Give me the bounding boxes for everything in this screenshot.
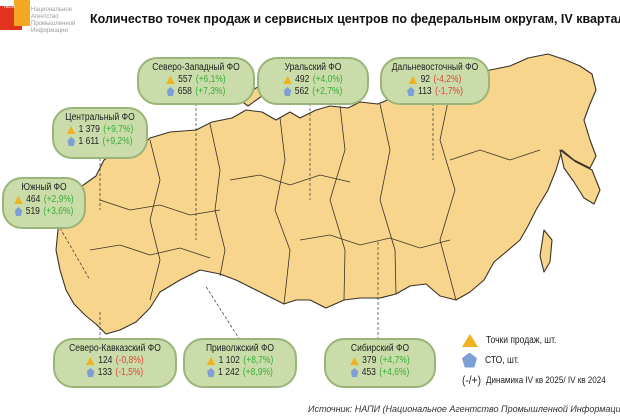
bubble-southern: Южный ФО 464 (+2,9%) 519 (+3,6%) — [2, 177, 86, 229]
napi-logo: НАПИ Национальное Агентство Промышленной… — [0, 0, 90, 40]
sales-triangle-icon — [206, 356, 216, 365]
bubble-central: Центральный ФО 1 379 (+9,7%) 1 611 (+9,2%) — [52, 107, 148, 159]
service-pentagon-icon — [67, 137, 76, 146]
legend-sales: Точки продаж, шт. — [462, 330, 620, 350]
district-border — [99, 199, 221, 216]
leader-line — [204, 284, 241, 341]
service-pentagon-icon — [462, 352, 477, 368]
district-border — [89, 244, 211, 259]
leader-line — [59, 227, 91, 281]
bubble-far-eastern: Дальневосточный ФО 92 (-4,2%) 113 (-1,7%) — [380, 57, 490, 105]
district-border — [379, 103, 397, 295]
district-border — [209, 123, 226, 277]
map-sakhalin — [539, 229, 553, 273]
sales-triangle-icon — [86, 356, 95, 365]
service-pentagon-icon — [86, 368, 95, 377]
sales-triangle-icon — [408, 75, 418, 84]
bubble-volga: Приволжский ФО 1 102 (+8,7%) 1 242 (+8,9%) — [183, 338, 297, 388]
service-pentagon-icon — [407, 87, 415, 96]
sales-triangle-icon — [66, 125, 76, 134]
district-border — [274, 117, 291, 305]
service-pentagon-icon — [166, 87, 175, 96]
page-title: Количество точек продаж и сервисных цент… — [90, 12, 620, 26]
legend: Точки продаж, шт. СТО, шт. (-/+) Динамик… — [462, 330, 620, 390]
district-border — [229, 174, 351, 186]
bubble-ural: Уральский ФО 492 (+4,0%) 562 (+2,7%) — [257, 57, 369, 105]
service-pentagon-icon — [14, 207, 23, 216]
district-border — [299, 234, 451, 249]
district-border — [149, 139, 161, 301]
map-kamchatka — [559, 149, 601, 205]
sales-triangle-icon — [14, 195, 23, 204]
map-mainland — [55, 53, 597, 335]
service-pentagon-icon — [283, 87, 292, 96]
legend-service: СТО, шт. — [462, 350, 620, 370]
service-pentagon-icon — [207, 368, 215, 377]
service-pentagon-icon — [350, 368, 359, 377]
bubble-siberian: Сибирский ФО 379 (+4,7%) 453 (+4,6%) — [324, 338, 436, 388]
source-note: Источник: НАПИ (Национальное Агентство П… — [308, 404, 620, 414]
logo-orange-block — [14, 0, 30, 26]
bubble-northwestern: Северо-Западный ФО 557 (+6,1%) 658 (+7,3%) — [137, 57, 255, 105]
sales-triangle-icon — [350, 356, 359, 365]
district-border — [449, 149, 541, 161]
dynamics-marker: (-/+) — [462, 373, 481, 387]
sales-triangle-icon — [166, 75, 175, 84]
sales-triangle-icon — [462, 333, 478, 347]
logo-text: Национальное Агентство Промышленной Инфо… — [31, 7, 76, 34]
logo-mark: НАПИ — [4, 4, 16, 9]
bubble-north-caucasian: Северо-Кавказский ФО 124 (-0,8%) 133 (-1,5… — [53, 338, 177, 388]
district-border — [439, 91, 457, 301]
legend-dynamics: (-/+) Динамика IV кв 2025/ IV кв 2024 — [462, 373, 607, 387]
district-border — [329, 105, 346, 301]
sales-triangle-icon — [283, 75, 292, 84]
